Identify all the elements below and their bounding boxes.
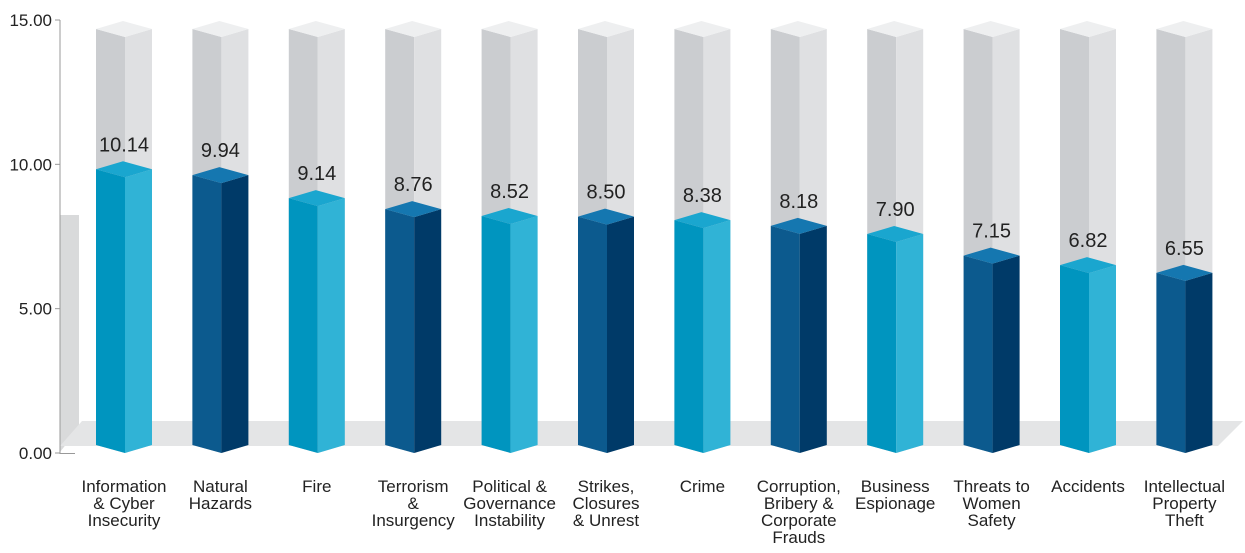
bar-front [96, 169, 125, 454]
y-tick-label: 0.00 [19, 444, 52, 463]
bar [288, 190, 345, 453]
bar-side [896, 233, 924, 453]
bar [481, 208, 538, 453]
bar-side [510, 216, 538, 453]
chart-backdrop [60, 215, 1243, 452]
y-axis: 0.00 5.00 10.00 15.00 [9, 11, 75, 463]
bar-value-label: 10.14 [99, 134, 149, 156]
bar-side [607, 216, 634, 453]
bar [1156, 264, 1213, 453]
bar-front [963, 255, 993, 453]
category-label: Political & Governance Instability [463, 477, 556, 530]
bar-top [288, 190, 345, 207]
bar-top [770, 217, 827, 234]
y-tick-label: 10.00 [9, 155, 52, 174]
bar-side [414, 209, 442, 453]
bar-side [992, 255, 1020, 453]
bar [1060, 257, 1116, 453]
bar-front [578, 216, 607, 453]
category-label: Strikes, Closures & Unrest [572, 477, 639, 530]
chart-floor [60, 421, 1243, 446]
bar-value-label: 8.18 [779, 191, 818, 213]
bar-value-label: 8.50 [587, 182, 626, 204]
bar [674, 212, 731, 453]
bar-top [96, 161, 152, 178]
chart-wall [60, 215, 79, 452]
bar-value-label: 8.52 [490, 181, 529, 203]
bar-side [799, 225, 827, 453]
bar-ghost-top [288, 21, 345, 37]
bar-top [674, 212, 731, 229]
bar-ghost-top [385, 21, 442, 37]
y-tick-label: 15.00 [9, 11, 52, 30]
bar-front [288, 198, 318, 453]
bar-side [703, 220, 731, 453]
bar-front [1060, 265, 1089, 453]
bar-top [867, 225, 924, 242]
bar-front [674, 220, 704, 453]
y-tick-label: 5.00 [19, 300, 52, 319]
value-labels: 10.14 9.94 9.14 8.76 8.52 8.50 8.38 8.18 7.90 7.1… [99, 134, 1204, 260]
bar-side [1089, 265, 1116, 453]
category-label: Threats to Women Safety [953, 477, 1030, 530]
bar-side [1185, 272, 1213, 453]
bar [578, 208, 634, 453]
bar [867, 225, 924, 453]
bar-ghost-top [963, 21, 1020, 37]
bar-top [1060, 257, 1116, 274]
bar-ghost-top [481, 21, 538, 37]
bar-value-label: 9.94 [201, 140, 240, 162]
bar [963, 247, 1020, 453]
bar-value-label: 6.82 [1069, 230, 1108, 252]
bar-top [385, 201, 442, 218]
bar-value-label: 7.90 [876, 199, 915, 221]
bar-top [192, 167, 249, 184]
bar-ghost-top [1060, 21, 1116, 37]
bar-backgrounds [96, 21, 1213, 453]
bar-side [125, 169, 152, 454]
category-label: Business Espionage [855, 477, 935, 513]
bar [96, 161, 152, 454]
category-label: Information & Cyber Insecurity [81, 477, 166, 530]
bar-side [221, 175, 249, 453]
bar-front [385, 209, 415, 453]
bar-top [578, 208, 634, 225]
bar-value-label: 8.38 [683, 185, 722, 207]
bar-ghost-top [1156, 21, 1213, 37]
bar-value-label: 7.15 [972, 221, 1011, 243]
bar-ghost-top [578, 21, 634, 37]
bar-ghost-top [96, 21, 152, 37]
category-label: Terrorism & Insurgency [372, 477, 456, 530]
bar-front [1156, 272, 1186, 453]
bar-ghost-top [770, 21, 827, 37]
category-label: Natural Hazards [189, 477, 252, 513]
bar-value-label: 8.76 [394, 174, 433, 196]
bar-value-label: 9.14 [297, 163, 336, 185]
bar-top [1156, 264, 1213, 281]
bar-front [481, 216, 511, 453]
bar-ghost-top [867, 21, 924, 37]
bar-side [317, 198, 345, 453]
bar-front [867, 233, 897, 453]
bar [192, 167, 249, 453]
bar-front [770, 225, 800, 453]
category-label: Intellectual Property Theft [1144, 477, 1225, 530]
category-labels: Information & Cyber Insecurity Natural Hazar… [81, 477, 1225, 547]
category-label: Crime [680, 477, 725, 496]
category-label: Corruption, Bribery & Corporate Frauds [757, 477, 841, 547]
bar-front [192, 175, 222, 453]
bar-value-label: 6.55 [1165, 238, 1204, 260]
bar-ghost-top [192, 21, 249, 37]
bar [770, 217, 827, 453]
bar-ghost-top [674, 21, 731, 37]
bar-top [963, 247, 1020, 264]
bar-top [481, 208, 538, 225]
category-label: Accidents [1051, 477, 1125, 496]
category-label: Fire [302, 477, 331, 496]
bars [96, 161, 1213, 454]
bar [385, 201, 442, 453]
